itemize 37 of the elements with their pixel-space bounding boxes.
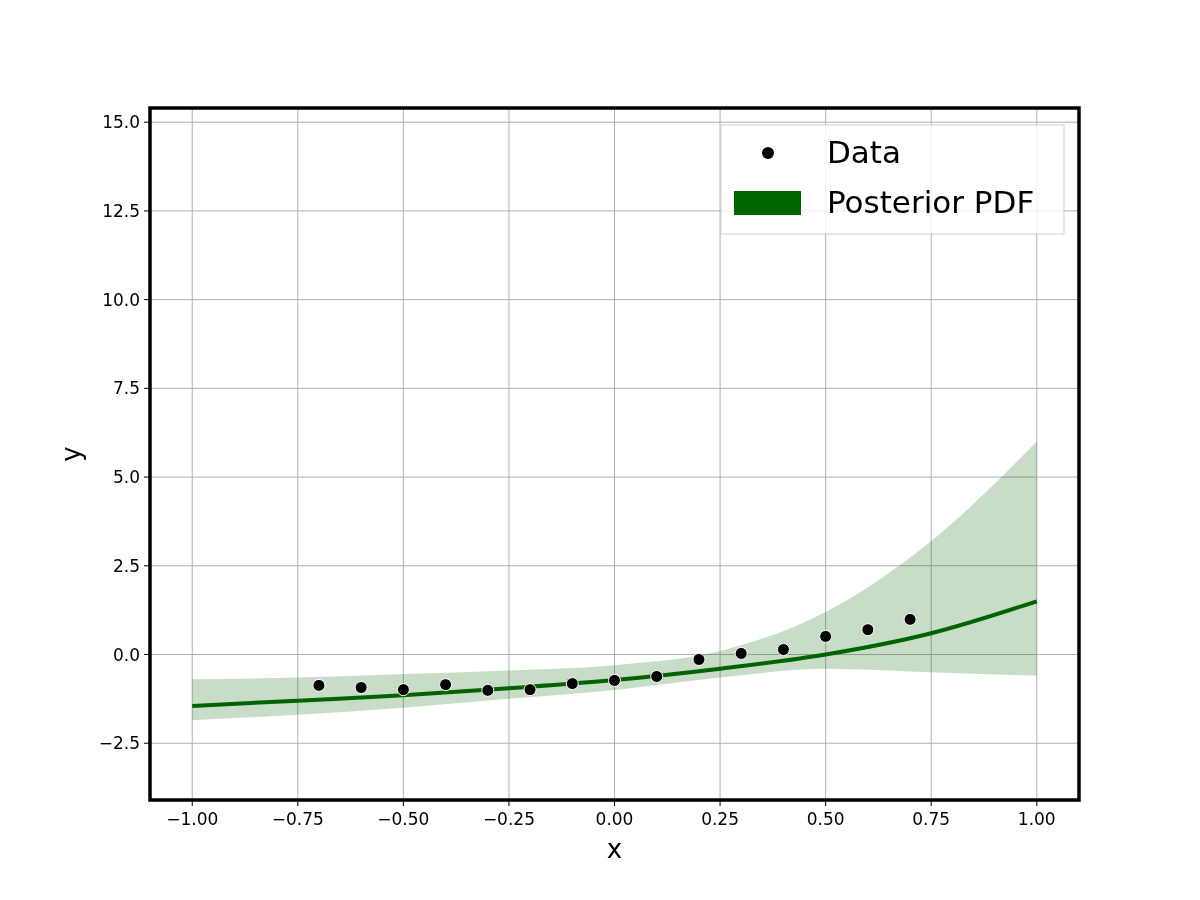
- y-tick-label: 0.0: [112, 644, 140, 665]
- x-tick-label: 0.25: [701, 809, 739, 829]
- point: [734, 646, 748, 660]
- x-tick-label: 0.00: [595, 809, 634, 829]
- y-tick-label: 2.5: [112, 555, 140, 576]
- point: [861, 623, 875, 637]
- y-tick-label: 7.5: [112, 378, 140, 399]
- point: [481, 683, 495, 697]
- y-tick-label: 12.5: [102, 200, 140, 221]
- y-tick-label: 5.0: [112, 467, 140, 488]
- legend-label: Data: [827, 134, 902, 170]
- x-axis-title: x: [606, 834, 623, 864]
- point: [650, 670, 664, 684]
- x-tick-label: 0.75: [912, 809, 951, 829]
- point: [439, 678, 453, 692]
- point: [523, 683, 537, 697]
- x-tick-label: −1.00: [166, 809, 219, 829]
- x-tick-label: 0.50: [806, 809, 845, 829]
- x-tick-label: −0.75: [271, 809, 324, 829]
- point: [776, 643, 790, 657]
- point: [565, 677, 579, 691]
- point: [396, 683, 410, 697]
- y-tick-label: 10.0: [102, 289, 140, 310]
- line-series: [190, 599, 1039, 708]
- legend-label: Posterior PDF: [827, 184, 1035, 220]
- x-tick-label: 1.00: [1017, 809, 1056, 829]
- x-tick-label: −0.50: [377, 809, 430, 829]
- point: [903, 612, 917, 626]
- point: [608, 673, 621, 687]
- point: [354, 681, 368, 695]
- y-tick-label: 15.0: [102, 112, 140, 133]
- x-tick-label: −0.25: [482, 809, 535, 829]
- point: [819, 629, 833, 643]
- point: [312, 678, 326, 692]
- point: [692, 652, 706, 666]
- y-tick-label: −2.5: [98, 733, 140, 754]
- y-axis-title: y: [56, 446, 86, 462]
